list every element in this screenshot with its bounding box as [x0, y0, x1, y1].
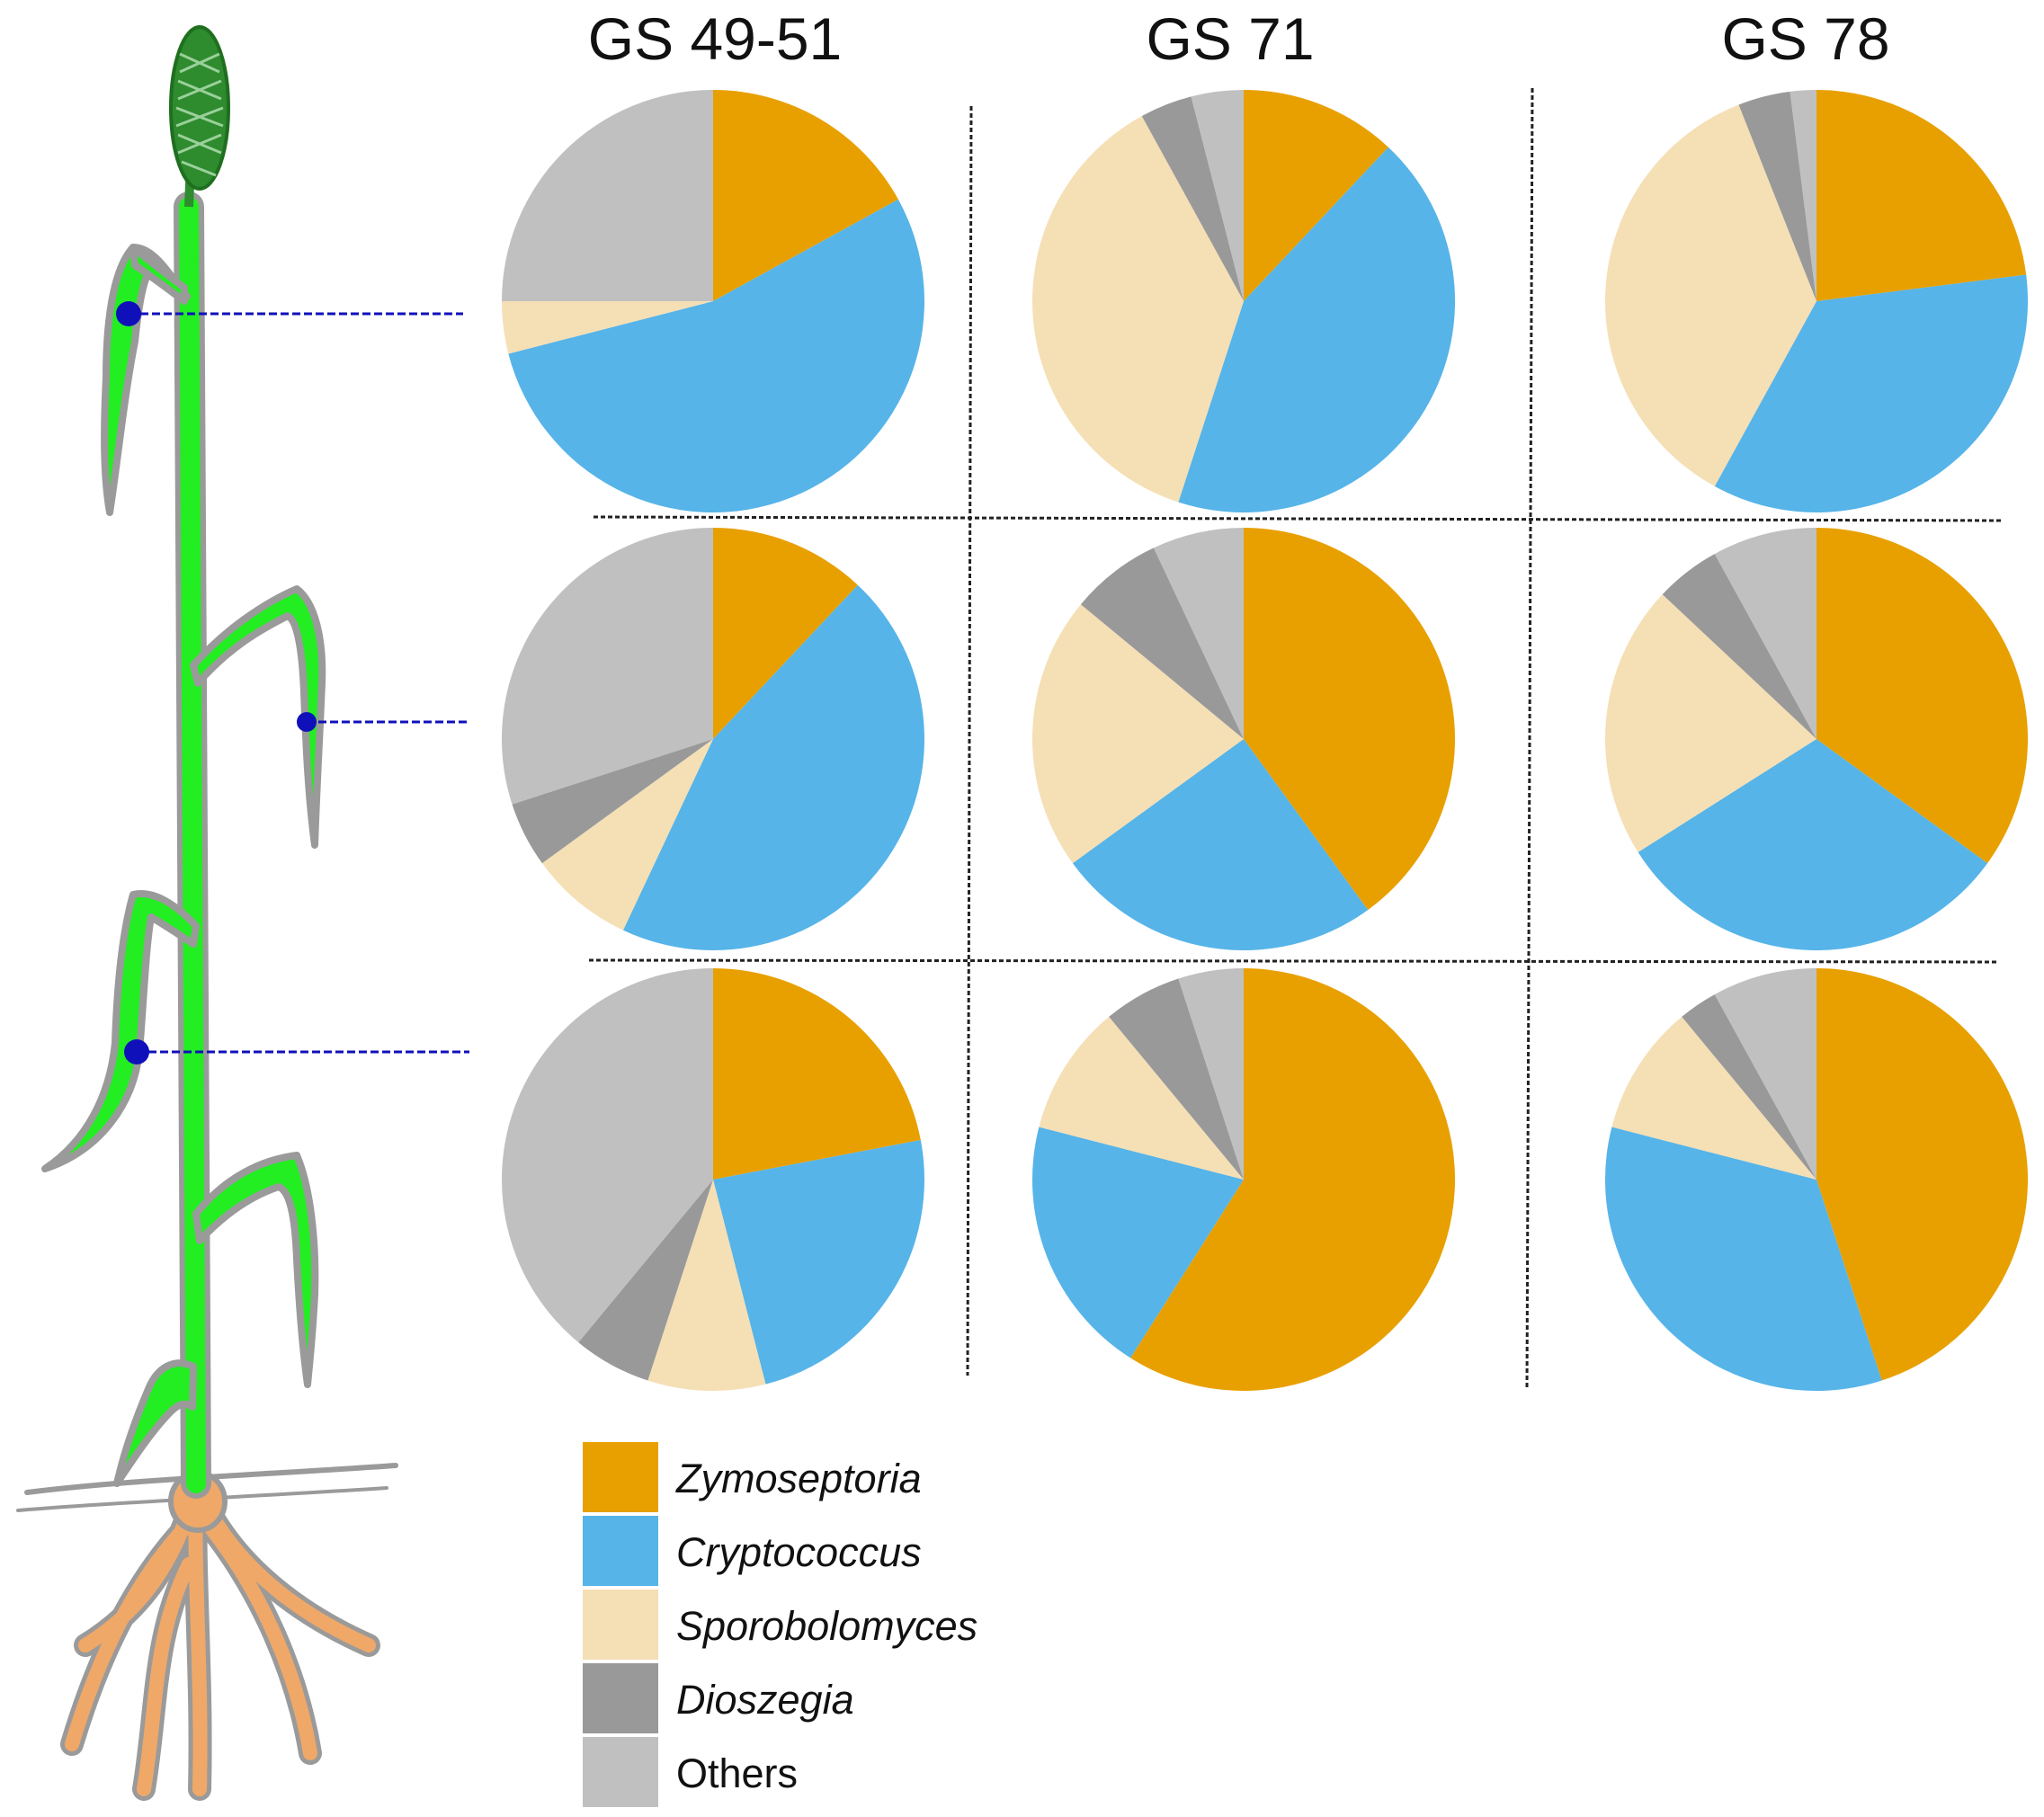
pie-slice-cryptococcus — [1638, 739, 1988, 951]
legend-label-zymoseptoria: Zymoseptoria — [676, 1456, 922, 1501]
pie-row2-gs-49-51 — [501, 528, 925, 950]
pie-row1-gs-71 — [1032, 90, 1456, 513]
pie-slice-dioszegia — [1738, 91, 1816, 301]
pie-row3-gs-78 — [1604, 968, 2029, 1392]
leaf-2 — [190, 585, 326, 849]
pie-slice-cryptococcus — [622, 584, 925, 950]
legend-swatch-zymoseptoria — [583, 1442, 658, 1512]
pie-slice-others — [502, 968, 713, 1343]
pie-slice-zymoseptoria — [1816, 90, 2027, 301]
pie-row2-gs-71 — [1032, 528, 1456, 951]
pie-slice-cryptococcus — [1072, 739, 1369, 951]
pie-row3-gs-71 — [1031, 968, 1455, 1391]
pie-slice-zymoseptoria — [713, 528, 858, 739]
pie-slice-cryptococcus — [1714, 274, 2029, 512]
pie-slice-dioszegia — [512, 739, 713, 864]
column-title-3: GS 78 — [1721, 5, 1890, 72]
pie-slice-zymoseptoria — [1816, 968, 2029, 1381]
pie-slice-dioszegia — [1080, 548, 1244, 739]
legend-item-cryptococcus: Cryptococcus — [583, 1516, 1212, 1586]
pie-row3-gs-49-51 — [502, 968, 925, 1392]
pie-slice-zymoseptoria — [1816, 528, 2029, 864]
pie-slice-sporobolomyces — [1032, 604, 1244, 864]
pie-slice-sporobolomyces — [541, 739, 713, 931]
pie-slice-sporobolomyces — [1604, 594, 1816, 852]
pie-slice-cryptococcus — [508, 199, 924, 513]
pie-slice-sporobolomyces — [1032, 116, 1244, 503]
pie-slice-zymoseptoria — [713, 90, 898, 301]
leaf-3 — [41, 890, 200, 1172]
legend-item-others: Others — [583, 1737, 1212, 1807]
pie-row1-gs-49-51 — [501, 90, 924, 513]
pie-slice-cryptococcus — [1178, 147, 1456, 513]
pie-slice-others — [1714, 968, 1816, 1180]
pie-slice-sporobolomyces — [647, 1180, 766, 1392]
flag-leaf-blade — [129, 244, 188, 305]
column-title-2: GS 71 — [1146, 5, 1315, 72]
pie-row1-gs-78 — [1605, 90, 2029, 512]
pie-slice-cryptococcus — [1031, 1127, 1244, 1358]
pie-slice-zymoseptoria — [1130, 968, 1455, 1391]
horizontal-separator-1 — [593, 515, 2002, 522]
sampling-markers — [116, 301, 469, 1064]
leaves — [41, 244, 326, 1487]
pie-slice-others — [1714, 528, 1816, 739]
pie-slice-cryptococcus — [713, 1139, 925, 1385]
pie-slice-dioszegia — [1141, 96, 1244, 301]
legend-swatch-others — [583, 1737, 658, 1807]
pie-slice-zymoseptoria — [1244, 528, 1456, 911]
stem — [179, 197, 206, 1493]
grid-separators — [588, 87, 2002, 1390]
column-title-1: GS 49-51 — [587, 5, 843, 72]
pie-slice-dioszegia — [578, 1180, 713, 1381]
legend-item-dioszegia: Dioszegia — [583, 1663, 1212, 1733]
pie-charts — [501, 90, 2029, 1392]
pie-slice-sporobolomyces — [1611, 1016, 1816, 1180]
horizontal-separator-2 — [588, 958, 1997, 964]
legend-label-others: Others — [676, 1750, 799, 1796]
leaf-4 — [192, 1152, 319, 1388]
vertical-separator-2 — [1525, 87, 1534, 1390]
wheat-plant-illustration — [16, 25, 469, 1801]
vertical-separator-1 — [966, 105, 973, 1376]
legend-swatch-cryptococcus — [583, 1516, 658, 1586]
legend-item-zymoseptoria: Zymoseptoria — [583, 1442, 1212, 1512]
leaf-5 — [113, 1359, 197, 1487]
pie-slice-others — [502, 90, 713, 301]
pie-slice-dioszegia — [1662, 554, 1816, 739]
pie-slice-others — [1790, 90, 1816, 301]
wheat-ear — [169, 25, 230, 208]
pie-slice-zymoseptoria — [713, 968, 921, 1180]
pie-slice-sporobolomyces — [1605, 104, 1816, 486]
legend-item-sporobolomyces: Sporobolomyces — [583, 1590, 1212, 1660]
pie-row2-gs-78 — [1604, 528, 2029, 951]
legend-swatch-dioszegia — [583, 1663, 658, 1733]
legend-label-cryptococcus: Cryptococcus — [676, 1529, 922, 1575]
legend-swatch-sporobolomyces — [583, 1590, 658, 1660]
pie-slice-sporobolomyces — [1039, 1016, 1244, 1180]
pie-slice-cryptococcus — [1604, 1127, 1882, 1392]
pie-slice-others — [1178, 968, 1244, 1180]
pie-slice-dioszegia — [1109, 978, 1244, 1180]
pie-slice-zymoseptoria — [1244, 90, 1388, 301]
pie-slice-others — [501, 528, 713, 805]
legend-label-dioszegia: Dioszegia — [676, 1677, 854, 1723]
pie-slice-sporobolomyces — [501, 301, 713, 354]
pie-slice-others — [1191, 90, 1244, 301]
legend-label-sporobolomyces: Sporobolomyces — [676, 1603, 978, 1649]
pie-slice-dioszegia — [1682, 994, 1816, 1180]
pie-slice-others — [1153, 528, 1244, 739]
